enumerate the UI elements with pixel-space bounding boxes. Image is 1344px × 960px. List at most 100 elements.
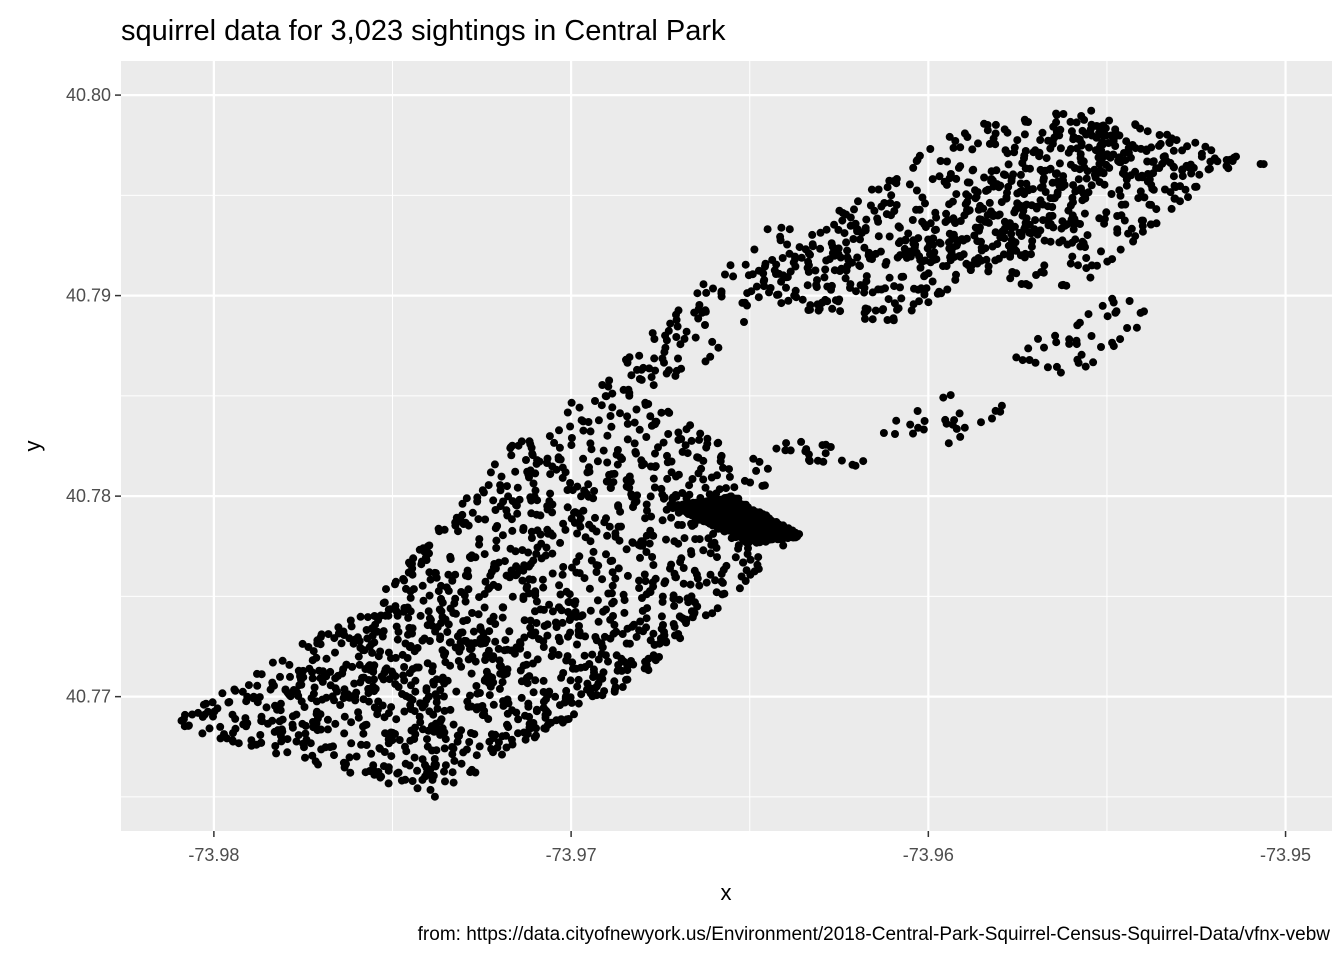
data-point	[956, 143, 965, 152]
data-point	[776, 534, 785, 543]
data-point	[1098, 138, 1107, 147]
data-point	[967, 261, 976, 270]
data-point	[1097, 247, 1105, 256]
data-point	[484, 646, 493, 655]
data-point	[1074, 261, 1082, 270]
data-point	[585, 463, 593, 472]
data-point	[1109, 342, 1118, 351]
data-point	[561, 525, 570, 534]
data-point	[623, 419, 632, 428]
data-point	[674, 435, 683, 444]
data-point	[498, 531, 507, 540]
data-point	[1007, 177, 1016, 185]
data-point	[432, 698, 441, 707]
data-point	[980, 119, 989, 128]
data-point	[949, 143, 958, 152]
data-point	[517, 693, 526, 702]
data-point	[565, 590, 574, 599]
data-point	[391, 680, 400, 688]
data-point	[446, 552, 455, 561]
data-point	[498, 750, 506, 759]
data-point	[1087, 120, 1096, 129]
data-point	[558, 463, 567, 472]
data-point	[481, 577, 490, 586]
data-point	[395, 736, 404, 744]
data-point	[695, 581, 704, 590]
data-point	[614, 564, 623, 573]
data-point	[499, 497, 508, 506]
data-point	[821, 449, 830, 458]
data-point	[1090, 165, 1099, 174]
data-point	[278, 656, 287, 665]
data-point	[891, 430, 899, 438]
data-point	[960, 129, 969, 138]
data-point	[543, 502, 552, 511]
data-point	[231, 714, 240, 723]
data-point	[1049, 122, 1058, 131]
data-point	[480, 676, 489, 685]
data-point	[1040, 236, 1049, 245]
data-point	[1022, 179, 1031, 188]
data-point	[827, 281, 836, 290]
data-point	[1013, 136, 1022, 145]
data-point	[688, 475, 697, 483]
data-point	[1259, 160, 1268, 169]
data-point	[931, 208, 940, 217]
data-point	[573, 640, 581, 649]
data-point	[635, 584, 644, 592]
data-point	[387, 703, 396, 712]
data-point	[487, 745, 496, 753]
data-point	[659, 621, 667, 629]
data-point	[602, 477, 611, 486]
data-point	[940, 177, 949, 186]
data-point	[928, 277, 937, 286]
data-point	[1139, 216, 1147, 225]
data-point	[920, 290, 929, 299]
data-point	[466, 691, 474, 700]
data-point	[659, 438, 668, 447]
data-point	[475, 742, 484, 751]
data-point	[773, 290, 781, 299]
data-point	[982, 255, 991, 264]
data-point	[679, 579, 688, 588]
data-point	[536, 530, 545, 539]
data-point	[577, 690, 586, 699]
data-point	[974, 205, 983, 214]
data-point	[682, 425, 691, 434]
data-point	[276, 706, 285, 715]
data-point	[449, 720, 458, 729]
data-point	[705, 490, 714, 499]
data-point	[532, 510, 541, 519]
data-point	[441, 735, 450, 744]
data-point	[1077, 184, 1085, 193]
data-point	[760, 282, 768, 291]
data-point	[804, 249, 813, 258]
data-point	[627, 490, 636, 499]
data-point	[870, 206, 879, 215]
data-point	[614, 661, 623, 669]
data-point	[405, 669, 414, 677]
data-point	[836, 307, 845, 316]
data-point	[838, 216, 847, 225]
data-point	[708, 609, 717, 618]
data-point	[1081, 194, 1090, 203]
data-point	[598, 691, 607, 700]
data-point	[761, 259, 770, 268]
data-point	[539, 643, 548, 651]
data-point	[612, 627, 621, 636]
data-point	[635, 351, 644, 360]
data-point	[367, 640, 376, 649]
data-point	[935, 172, 944, 181]
data-point	[425, 591, 434, 600]
data-point	[731, 553, 740, 562]
data-point	[1043, 202, 1052, 211]
data-point	[608, 403, 617, 412]
data-point	[1069, 225, 1078, 234]
data-point	[906, 420, 915, 429]
data-point	[708, 337, 717, 346]
data-point	[1146, 220, 1155, 229]
data-point	[987, 207, 995, 216]
data-point	[1084, 188, 1093, 197]
data-point	[959, 250, 968, 259]
data-point	[426, 575, 435, 584]
